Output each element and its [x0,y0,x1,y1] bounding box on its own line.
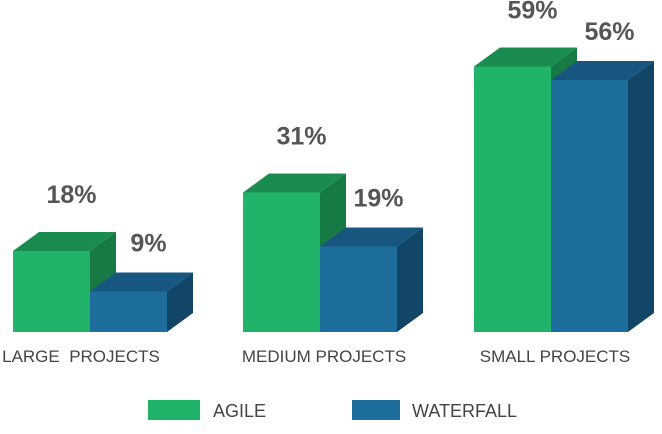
bar-top-agile [474,47,577,67]
category-label: SMALL PROJECTS [480,347,631,366]
bar-top-agile [243,173,346,193]
data-label-waterfall: 56% [584,18,634,46]
bar-agile [13,251,90,332]
bar-side-waterfall [397,227,423,332]
bar-side-waterfall [167,272,193,332]
bar-top-waterfall [90,272,193,292]
data-label-agile: 59% [507,0,557,25]
bar-waterfall [551,80,628,332]
data-label-waterfall: 9% [130,230,166,258]
category-label: LARGE PROJECTS [2,347,160,366]
data-label-agile: 18% [46,181,96,209]
legend-swatch-waterfall [352,400,400,420]
bar-side-waterfall [628,61,654,332]
bar-top-agile [13,232,116,251]
bar-waterfall [90,291,167,332]
bar-agile [243,192,320,332]
data-label-agile: 31% [276,123,326,151]
bar-top-waterfall [320,227,423,247]
bar-agile [474,66,551,332]
bar-waterfall [320,246,397,332]
legend-label-waterfall: WATERFALL [412,401,517,421]
data-label-waterfall: 19% [353,185,403,213]
category-label: MEDIUM PROJECTS [242,347,406,366]
legend-label-agile: AGILE [213,401,266,421]
bar-top-waterfall [551,61,654,80]
legend-swatch-agile [148,400,200,420]
